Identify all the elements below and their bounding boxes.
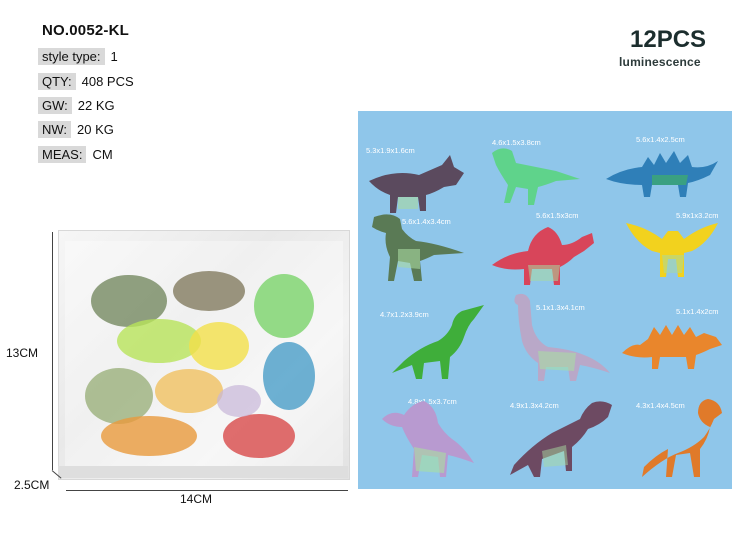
spec-row-meas: MEAS: CM — [38, 145, 113, 163]
figure-size-label: 4.9x1.3x4.2cm — [510, 401, 559, 410]
bag-depth-label: 2.5CM — [14, 478, 50, 492]
spec-label: QTY: — [38, 72, 76, 90]
spec-label: style type: — [38, 47, 105, 65]
triceratops-icon — [369, 155, 464, 213]
bag-height-label: 13CM — [6, 346, 39, 360]
spec-row-qty: QTY: 408 PCS — [38, 72, 134, 90]
figure-size-label: 5.6x1.4x2.5cm — [636, 135, 685, 144]
figure-size-label: 4.6x1.5x3.8cm — [492, 138, 541, 147]
spec-row-nw: NW: 20 KG — [38, 120, 114, 138]
sauropod-icon — [514, 293, 610, 381]
tyrannosaurus-icon — [372, 214, 464, 281]
spec-value: 20 KG — [77, 121, 114, 137]
spec-row-gw: GW: 22 KG — [38, 96, 115, 114]
model-number: NO.0052-KL — [42, 22, 130, 39]
height-dimension-line — [52, 232, 53, 470]
figure-size-label: 5.9x1x3.2cm — [676, 211, 719, 220]
spec-label: MEAS: — [38, 145, 87, 163]
spec-label: GW: — [38, 96, 72, 114]
bag-depth-edge — [58, 466, 348, 478]
ankylosaurus-icon — [622, 325, 722, 369]
bag-photo — [58, 230, 350, 480]
spinosaurus-icon — [492, 227, 594, 285]
spec-value: CM — [92, 146, 113, 162]
spec-value: 1 — [110, 48, 118, 64]
figure-size-label: 5.6x1.4x3.4cm — [402, 217, 451, 226]
parasaurolophus-icon — [392, 305, 484, 379]
bag-width-label: 14CM — [180, 492, 213, 506]
figure-size-label: 5.3x1.9x1.6cm — [366, 146, 415, 155]
figure-size-label: 5.1x1.3x4.1cm — [536, 303, 585, 312]
spec-label: NW: — [38, 120, 72, 138]
spec-row-style: style type: 1 — [38, 47, 118, 65]
figure-size-label: 4.3x1.4x4.5cm — [636, 401, 685, 410]
pterosaur-icon — [626, 223, 718, 277]
stegosaurus-icon — [606, 151, 718, 197]
width-dimension-line — [66, 490, 348, 491]
spec-value: 22 KG — [77, 97, 115, 113]
spinosaurus-icon — [382, 401, 474, 477]
spec-value: 408 PCS — [81, 73, 134, 89]
figure-size-label: 5.1x1.4x2cm — [676, 307, 719, 316]
raptor-icon — [492, 148, 580, 205]
figure-size-label: 4.7x1.2x3.9cm — [380, 310, 429, 319]
piece-count-heading: 12PCS — [630, 26, 707, 53]
bagged-dinosaurs-image — [65, 241, 343, 469]
figure-size-label: 4.8x1.5x3.7cm — [408, 397, 457, 406]
tyrannosaurus-icon — [510, 401, 612, 477]
figure-size-label: 5.6x1.5x3cm — [536, 211, 579, 220]
raptor-icon — [642, 399, 722, 477]
feature-subheading: luminescence — [619, 55, 701, 69]
figures-panel: 5.3x1.9x1.6cm 4.6x1.5x3.8cm 5.6x1.4x2.5c… — [358, 111, 732, 489]
